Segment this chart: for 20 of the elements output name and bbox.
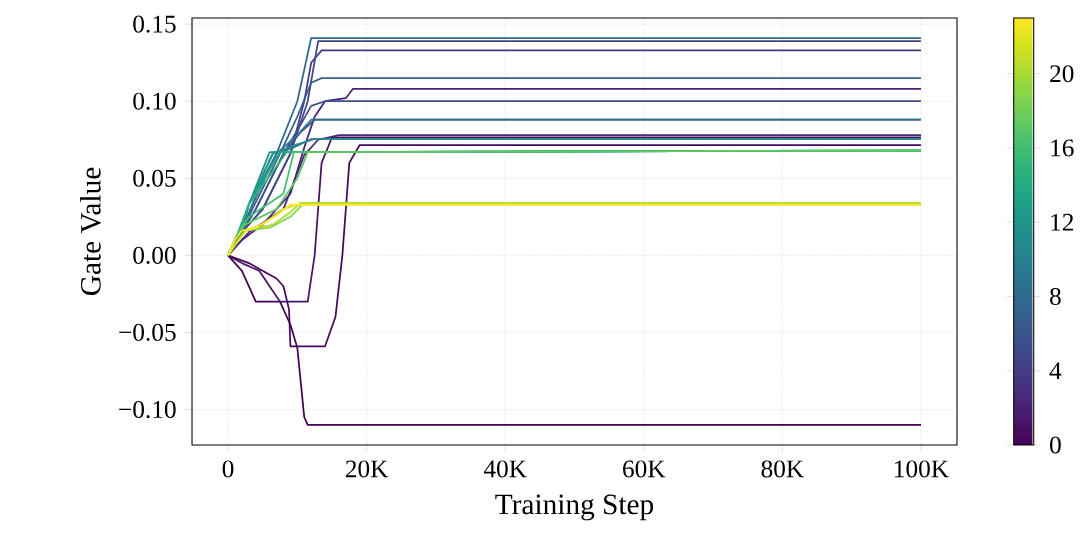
y-tick-label: 0.10 <box>133 92 176 110</box>
x-tick-label: 80K <box>761 460 804 478</box>
x-tick-label: 100K <box>895 460 949 478</box>
y-tick-label: 0.05 <box>133 169 176 187</box>
x-tick-label: 60K <box>623 460 666 478</box>
color-bar-label: 4 <box>1049 362 1062 380</box>
color-bar-label: 20 <box>1050 65 1074 83</box>
y-tick-label: −0.10 <box>119 400 176 419</box>
color-bar-label: 16 <box>1051 139 1074 157</box>
color-bar-label: 0 <box>1050 436 1061 454</box>
color-bar-label: 12 <box>1051 213 1074 231</box>
y-tick-label: −0.05 <box>119 323 176 342</box>
x-tick-label: 20K <box>345 460 389 478</box>
x-axis-title: Training Step <box>495 494 654 521</box>
y-axis-title: Gate Value <box>80 167 101 296</box>
y-tick-label: 0.00 <box>133 246 176 264</box>
x-tick-label: 40K <box>483 460 527 478</box>
y-tick-label: 0.15 <box>133 15 176 33</box>
color-bar-label: 8 <box>1050 287 1061 306</box>
x-tick-label: 0 <box>222 460 234 478</box>
